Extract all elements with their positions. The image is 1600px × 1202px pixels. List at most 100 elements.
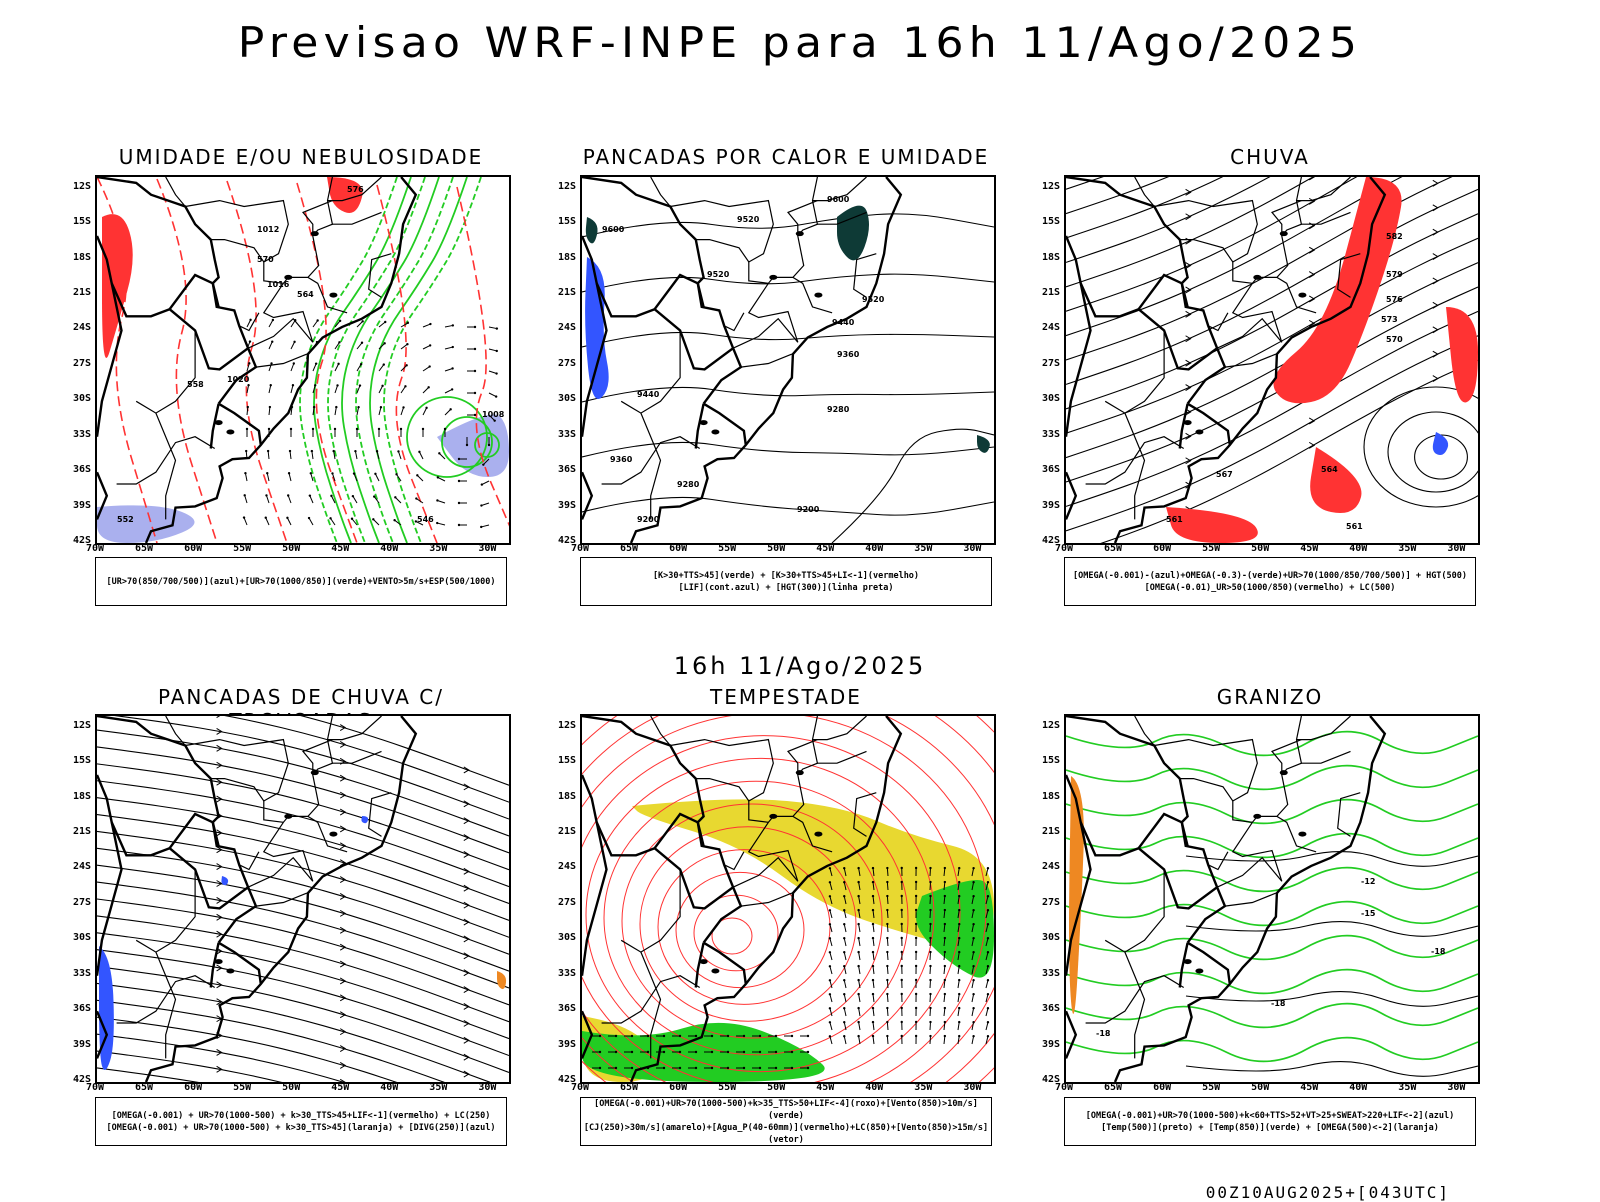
latitude-label: 24S	[542, 322, 576, 333]
lake-mark	[711, 969, 719, 974]
thickness-contour-red	[457, 187, 509, 543]
lake-mark	[226, 969, 234, 974]
longitude-label: 60W	[176, 1082, 210, 1093]
latitude-label: 12S	[57, 720, 91, 731]
wind-vector-head	[759, 1035, 761, 1037]
streamline-arrow	[1433, 351, 1438, 357]
country-border	[211, 404, 219, 449]
map-canvas: -12-15-18-18-18	[1066, 716, 1478, 1082]
latitude-label: 15S	[1026, 216, 1060, 227]
wind-vector-head	[843, 1007, 845, 1009]
wind-vector	[423, 408, 427, 415]
wind-vector-head	[915, 909, 917, 911]
wind-vector-head	[332, 450, 334, 452]
country-border	[112, 822, 170, 855]
latitude-label: 12S	[542, 181, 576, 192]
wind-vector-head	[929, 881, 931, 883]
humidity-contour-green	[314, 177, 411, 543]
wind-vector	[331, 518, 335, 525]
wind-vector	[445, 368, 453, 371]
latitude-label: 30S	[1026, 932, 1060, 943]
longitude-label: 35W	[906, 543, 940, 554]
wind-vector-head	[901, 923, 903, 925]
country-border	[1081, 822, 1139, 855]
wind-vector-head	[872, 1021, 874, 1023]
wind-vector	[445, 347, 453, 349]
wind-vector-head	[293, 362, 295, 364]
wind-vector-head	[444, 428, 446, 430]
wind-vector-head	[360, 363, 362, 365]
coastline	[1115, 716, 1385, 1082]
wind-vector-head	[929, 1007, 931, 1009]
lake-mark	[700, 420, 708, 425]
state-border	[156, 413, 176, 519]
wind-vector-head	[929, 1035, 931, 1037]
wind-vector-head	[886, 909, 888, 911]
wind-vector-head	[958, 993, 960, 995]
wind-vector-head	[599, 1067, 601, 1069]
wind-vector-head	[843, 1021, 845, 1023]
state-border	[1301, 751, 1350, 763]
legend-line: [UR>70(850/700/500)](azul)+[UR>70(1000/8…	[107, 576, 496, 588]
wind-vector-head	[987, 979, 989, 981]
wind-vector-head	[872, 979, 874, 981]
wind-vector-head	[336, 384, 338, 386]
wind-vector-head	[958, 979, 960, 981]
legend-line: [K>30+TTS>45](verde) + [K>30+TTS>45+LI<-…	[653, 570, 919, 582]
latitude-label: 21S	[542, 287, 576, 298]
streamline	[1066, 177, 1478, 214]
state-border	[1277, 277, 1316, 312]
legend-line: [Temp(500)](preto) + [Temp(850)](verde) …	[1101, 1122, 1439, 1134]
contour-label: 1012	[257, 225, 279, 234]
rain-fill-red	[1274, 177, 1402, 403]
wind-vector-head	[791, 1035, 793, 1037]
wind-vector-head	[495, 395, 497, 397]
wind-vector-head	[944, 993, 946, 995]
coastline	[146, 177, 416, 543]
wind-vector-head	[987, 867, 989, 869]
wind-vector	[887, 1036, 888, 1044]
wind-vector-head	[886, 1007, 888, 1009]
wind-vector-head	[631, 1051, 633, 1053]
wind-vector-head	[615, 1067, 617, 1069]
wind-vector-head	[310, 472, 312, 474]
latitude-label: 33S	[542, 968, 576, 979]
hgt300-contour	[832, 429, 994, 543]
wind-vector-head	[886, 937, 888, 939]
wind-vector-head	[458, 502, 460, 504]
wind-vector-head	[249, 319, 251, 321]
wind-vector-head	[438, 452, 440, 454]
wind-vector-head	[972, 1021, 974, 1023]
wind-vector-head	[631, 1067, 633, 1069]
longitude-label: 35W	[421, 1082, 455, 1093]
wind-vector	[830, 994, 832, 1002]
wind-vector-head	[269, 406, 271, 408]
wind-vector-head	[615, 1051, 617, 1053]
latitude-label: 18S	[57, 791, 91, 802]
wind-vector-head	[496, 327, 498, 329]
wind-vector-head	[272, 319, 274, 321]
wind-vector-head	[395, 473, 397, 475]
wind-vector-head	[418, 451, 420, 453]
latitude-label: 15S	[57, 216, 91, 227]
wind-vector-head	[915, 881, 917, 883]
longitude-label: 70W	[563, 1082, 597, 1093]
wind-vector-head	[944, 951, 946, 953]
contour-label: 579	[1386, 270, 1403, 279]
longitude-label: 65W	[127, 543, 161, 554]
country-border	[1066, 716, 1225, 943]
latitude-label: 18S	[542, 791, 576, 802]
wind-vector-head	[427, 386, 429, 388]
wind-vector-head	[829, 979, 831, 981]
wind-vector-head	[679, 1067, 681, 1069]
contour-label: 561	[1166, 515, 1183, 524]
wind-vector-head	[293, 341, 295, 343]
wind-vector-head	[857, 923, 859, 925]
longitude-label: 65W	[612, 543, 646, 554]
wind-vector-head	[886, 951, 888, 953]
wind-vector-head	[775, 1035, 777, 1037]
panel-map: -12-15-18-18-18	[1064, 714, 1480, 1084]
wind-vector	[417, 475, 423, 481]
streamline	[1066, 263, 1478, 458]
latitude-label: 21S	[1026, 287, 1060, 298]
